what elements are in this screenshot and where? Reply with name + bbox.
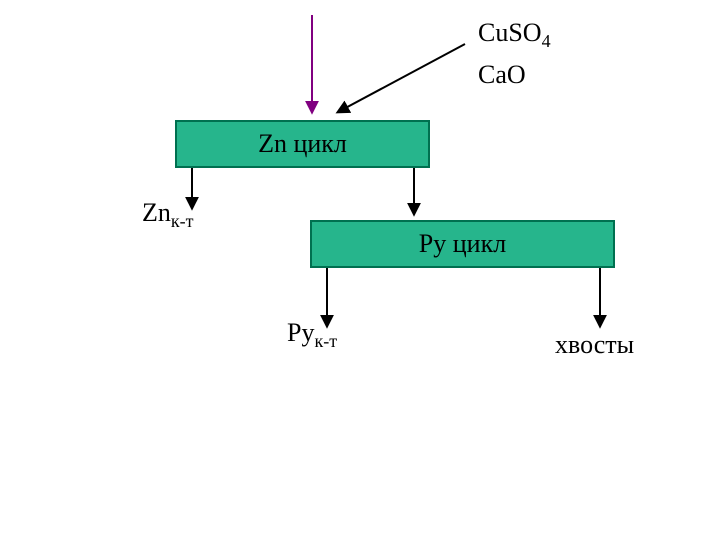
zn-cycle-label: Zn цикл [258,129,347,159]
arrow-group [192,15,600,326]
tails-label: хвосты [555,330,634,360]
cuso4-label: CuSO4 [478,18,551,52]
diagram-stage: Zn цикл Py цикл CuSO4 CaO Znк-т Pyк-т хв… [0,0,720,540]
zn-cycle-box: Zn цикл [175,120,430,168]
py-cycle-box: Py цикл [310,220,615,268]
zn-kt-label: Znк-т [142,198,194,232]
py-cycle-label: Py цикл [419,229,506,259]
arrows-layer [0,0,720,540]
py-kt-label: Pyк-т [287,318,337,352]
cuso4-input [338,44,465,112]
cao-label: CaO [478,60,526,94]
